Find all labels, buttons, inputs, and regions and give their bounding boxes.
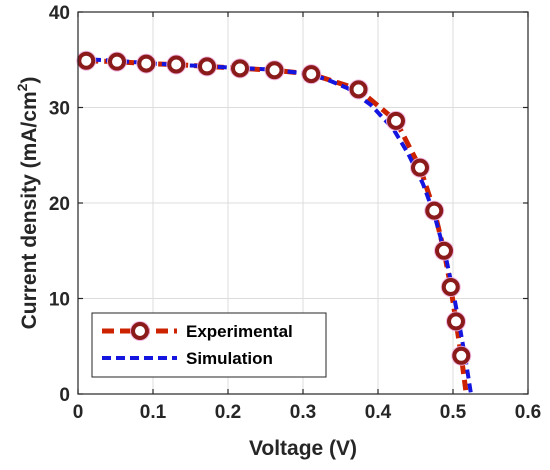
- y-tick-label: 30: [49, 99, 70, 120]
- x-tick-label: 0.4: [365, 402, 392, 423]
- legend-item-simulation: Simulation: [102, 349, 273, 368]
- y-axis-label-superscript: 2: [14, 83, 30, 91]
- series-layer: [76, 50, 473, 395]
- point-experimental: [167, 55, 186, 74]
- point-experimental: [425, 201, 444, 220]
- y-tick-label: 0: [59, 385, 70, 406]
- point-experimental: [411, 158, 429, 177]
- point-experimental: [108, 52, 126, 71]
- point-experimental: [441, 278, 460, 297]
- point-experimental: [137, 54, 156, 73]
- point-experimental: [77, 51, 96, 70]
- ticks: [77, 11, 529, 395]
- y-tick-label: 20: [49, 194, 70, 215]
- y-tick-label: 40: [49, 3, 70, 24]
- tick-labels: 0 0.1 0.2 0.3 0.4 0.5 0.6 0 10 20 30 40: [49, 3, 541, 423]
- point-experimental: [387, 111, 405, 130]
- legend-label-experimental: Experimental: [186, 322, 293, 341]
- x-tick-label: 0.5: [440, 402, 467, 423]
- legend: Experimental Simulation: [91, 312, 327, 378]
- y-axis-label: Current density (mA/cm2): [14, 77, 41, 330]
- y-axis-label-main: Current density (mA/cm: [18, 91, 41, 329]
- point-experimental: [265, 61, 284, 80]
- x-tick-label: 0: [73, 402, 84, 423]
- x-tick-label: 0.1: [140, 402, 167, 423]
- point-experimental: [302, 65, 321, 84]
- point-experimental: [435, 241, 453, 260]
- x-tick-label: 0.6: [515, 402, 541, 423]
- y-tick-label: 10: [49, 290, 70, 311]
- legend-swatch-experimental-marker: [131, 322, 149, 340]
- legend-box: [91, 312, 327, 378]
- x-tick-label: 0.3: [290, 402, 316, 423]
- legend-item-experimental: Experimental: [102, 321, 293, 341]
- point-experimental: [447, 312, 465, 331]
- point-experimental: [349, 80, 368, 99]
- x-axis-label: Voltage (V): [249, 437, 357, 460]
- point-experimental: [452, 346, 471, 365]
- point-experimental: [231, 59, 249, 78]
- y-axis-label-close: ): [18, 77, 41, 84]
- legend-label-simulation: Simulation: [186, 349, 273, 368]
- point-experimental: [198, 57, 216, 76]
- x-tick-label: 0.2: [215, 402, 241, 423]
